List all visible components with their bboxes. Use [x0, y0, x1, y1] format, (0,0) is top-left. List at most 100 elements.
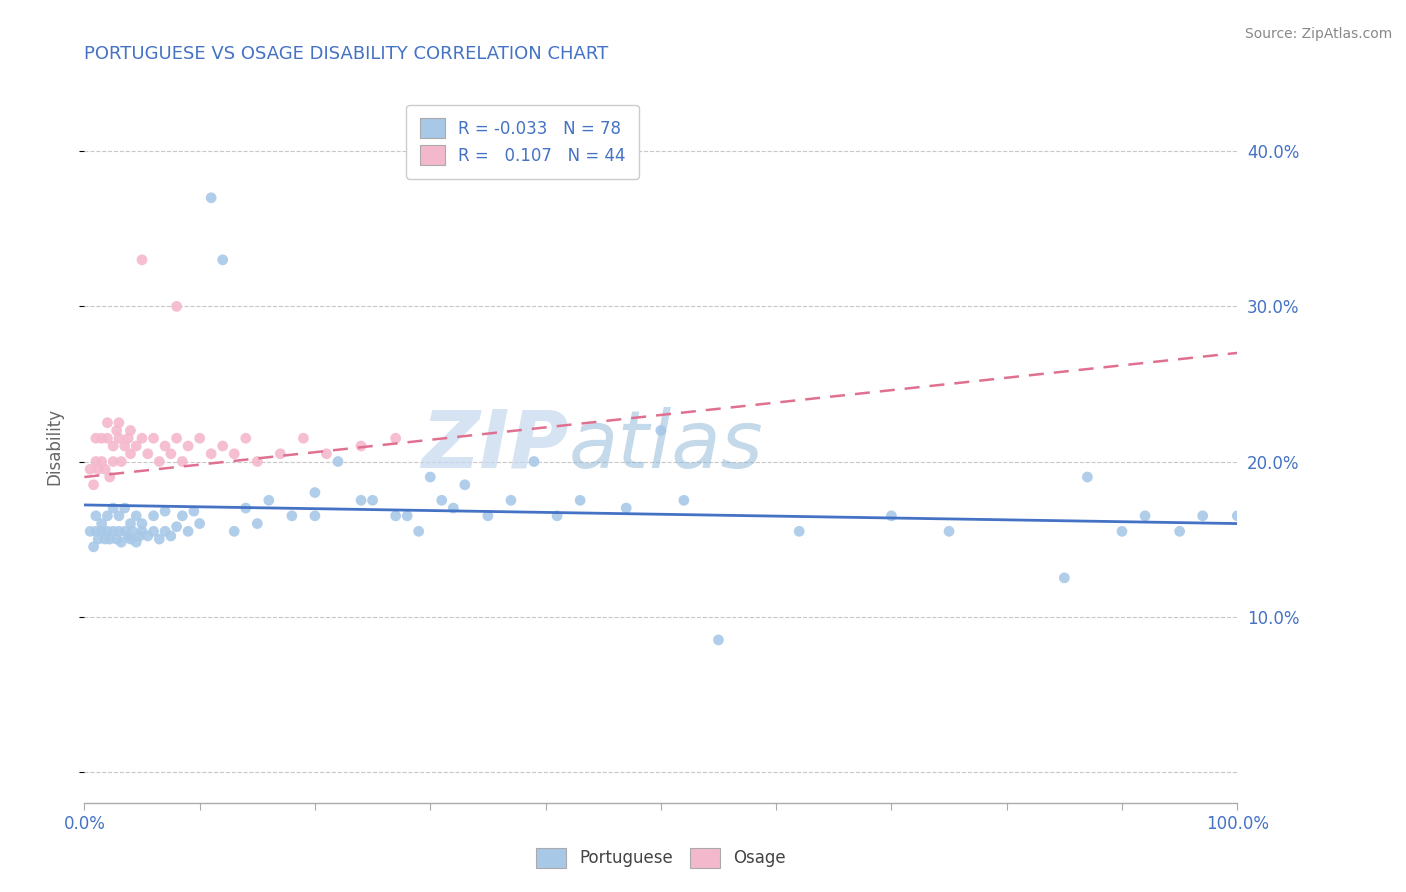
Point: [110, 454, 132, 468]
Legend: Portuguese, Osage: Portuguese, Osage: [529, 841, 793, 875]
Point: [117, 431, 139, 445]
Point: [166, 519, 188, 533]
Point: [281, 508, 304, 523]
Point: [166, 431, 188, 445]
Point: [94, 462, 117, 476]
Point: [114, 501, 136, 516]
Point: [114, 524, 136, 539]
Point: [148, 454, 170, 468]
Point: [142, 524, 165, 539]
Point: [128, 529, 150, 543]
Point: [350, 493, 373, 508]
Point: [96, 416, 118, 430]
Point: [79, 524, 101, 539]
Point: [235, 431, 257, 445]
Point: [131, 252, 153, 267]
Legend: R = -0.033   N = 78, R =   0.107   N = 44: R = -0.033 N = 78, R = 0.107 N = 44: [406, 104, 638, 178]
Point: [96, 508, 118, 523]
Point: [153, 524, 176, 539]
Point: [148, 532, 170, 546]
Point: [125, 535, 148, 549]
Text: Source: ZipAtlas.com: Source: ZipAtlas.com: [1244, 27, 1392, 41]
Point: [108, 508, 131, 523]
Point: [172, 508, 194, 523]
Point: [160, 529, 183, 543]
Point: [103, 524, 125, 539]
Point: [125, 439, 148, 453]
Point: [83, 477, 105, 491]
Point: [120, 532, 142, 546]
Point: [707, 632, 730, 647]
Point: [83, 540, 105, 554]
Point: [96, 431, 118, 445]
Point: [1191, 508, 1213, 523]
Point: [142, 431, 165, 445]
Point: [120, 424, 142, 438]
Point: [614, 501, 637, 516]
Point: [257, 493, 280, 508]
Point: [142, 508, 165, 523]
Point: [121, 524, 143, 539]
Point: [136, 529, 159, 543]
Point: [103, 439, 125, 453]
Point: [408, 524, 430, 539]
Point: [120, 447, 142, 461]
Point: [350, 439, 373, 453]
Point: [188, 516, 211, 531]
Point: [650, 424, 672, 438]
Point: [1168, 524, 1191, 539]
Point: [1053, 571, 1076, 585]
Text: ZIP: ZIP: [422, 407, 568, 485]
Point: [938, 524, 960, 539]
Point: [87, 532, 110, 546]
Point: [90, 524, 112, 539]
Point: [787, 524, 810, 539]
Point: [224, 447, 246, 461]
Point: [94, 532, 117, 546]
Text: PORTUGUESE VS OSAGE DISABILITY CORRELATION CHART: PORTUGUESE VS OSAGE DISABILITY CORRELATI…: [84, 45, 609, 62]
Point: [546, 508, 568, 523]
Point: [108, 431, 131, 445]
Point: [98, 470, 121, 484]
Point: [224, 524, 246, 539]
Point: [384, 508, 406, 523]
Point: [84, 508, 107, 523]
Y-axis label: Disability: Disability: [45, 408, 63, 484]
Point: [103, 501, 125, 516]
Point: [523, 454, 546, 468]
Point: [131, 516, 153, 531]
Point: [87, 462, 110, 476]
Point: [477, 508, 499, 523]
Point: [183, 504, 205, 518]
Point: [1226, 508, 1249, 523]
Point: [499, 493, 522, 508]
Point: [103, 454, 125, 468]
Point: [200, 447, 222, 461]
Point: [125, 508, 148, 523]
Point: [188, 431, 211, 445]
Point: [131, 524, 153, 539]
Point: [396, 508, 419, 523]
Point: [90, 431, 112, 445]
Point: [304, 485, 326, 500]
Point: [419, 470, 441, 484]
Point: [120, 516, 142, 531]
Point: [84, 524, 107, 539]
Point: [108, 416, 131, 430]
Point: [304, 508, 326, 523]
Point: [315, 447, 337, 461]
Point: [177, 439, 200, 453]
Point: [430, 493, 453, 508]
Point: [114, 439, 136, 453]
Point: [84, 431, 107, 445]
Point: [569, 493, 592, 508]
Point: [172, 454, 194, 468]
Point: [105, 532, 128, 546]
Point: [96, 524, 118, 539]
Point: [1076, 470, 1098, 484]
Point: [131, 431, 153, 445]
Point: [326, 454, 349, 468]
Point: [136, 447, 159, 461]
Point: [200, 191, 222, 205]
Point: [880, 508, 903, 523]
